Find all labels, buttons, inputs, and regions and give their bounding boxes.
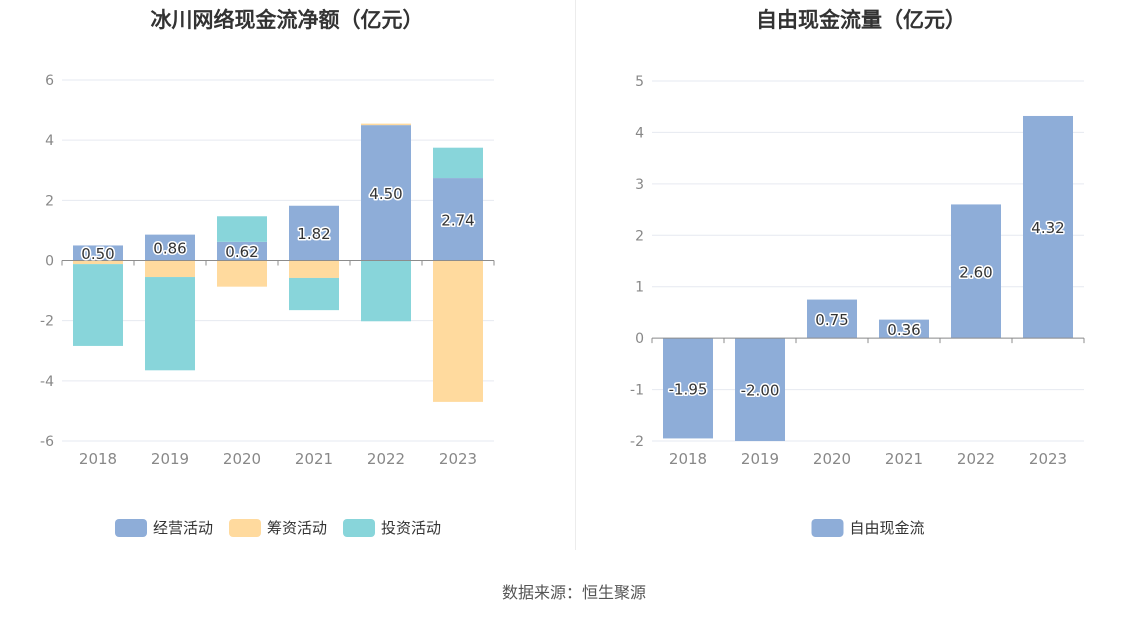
data-label: 2.74 (441, 211, 474, 229)
free-cash-flow-chart: 自由现金流量（亿元） -2 -1 0 1 2 3 4 5 2018 2019 2020 2021 202… (574, 0, 1148, 560)
data-label: 4.32 (1031, 219, 1064, 237)
data-label: 0.75 (815, 311, 848, 329)
x-tick-label: 2022 (957, 450, 995, 468)
x-tick-label: 2023 (439, 450, 477, 468)
y-tick-label: -4 (40, 374, 54, 390)
bar-经营活动-2018 (73, 245, 123, 261)
y-tick-label: -6 (40, 434, 54, 450)
y-tick-label: 1 (635, 280, 644, 296)
x-tick-label: 2020 (813, 450, 851, 468)
bar-筹资活动-2020 (217, 260, 267, 287)
y-tick-label: -1 (630, 383, 644, 399)
free-cash-flow-svg: -2 -1 0 1 2 3 4 5 2018 2019 2020 2021 2022 2023 -1.95 -… (630, 74, 1085, 537)
data-source-note: 数据来源：恒生聚源 (501, 583, 646, 602)
y-tick-label: 2 (635, 228, 644, 244)
legend-swatch (229, 519, 261, 537)
y-tick-label: 0 (635, 331, 644, 347)
data-label: 0.62 (225, 243, 258, 261)
x-tick-label: 2021 (885, 450, 923, 468)
legend-label: 投资活动 (381, 519, 441, 537)
panel-divider (575, 0, 576, 550)
cash-flow-net-svg: -6 -4 -2 0 2 4 6 2018 2019 2020 2021 2022 2023 0.50 0.… (40, 73, 495, 537)
y-tick-label: 2 (45, 193, 54, 209)
y-tick-label: -2 (630, 434, 644, 450)
y-tick-label: 6 (45, 73, 54, 89)
bar-自由现金流-2018 (663, 338, 713, 439)
legend-item[interactable]: 经营活动 (115, 519, 213, 537)
legend-swatch (343, 519, 375, 537)
data-label: 0.36 (887, 321, 920, 339)
chart-title: 冰川网络现金流净额（亿元） (150, 8, 424, 32)
x-tick-label: 2022 (367, 450, 405, 468)
bar-经营活动-2019 (145, 234, 195, 261)
bar-自由现金流-2020 (807, 299, 857, 339)
bar-筹资活动-2022 (361, 123, 411, 126)
bar-筹资活动-2021 (289, 260, 339, 278)
data-label: 2.60 (959, 263, 992, 281)
y-tick-label: -2 (40, 314, 54, 330)
y-tick-label: 4 (45, 133, 54, 149)
bar-筹资活动-2018 (73, 260, 123, 265)
legend-label: 筹资活动 (267, 519, 327, 537)
legend-swatch (811, 519, 844, 537)
bar-经营活动-2022 (361, 125, 411, 261)
data-label: 4.50 (369, 185, 402, 203)
x-tick-label: 2019 (741, 450, 779, 468)
x-tick-label: 2021 (295, 450, 333, 468)
x-tick-label: 2020 (223, 450, 261, 468)
y-tick-label: 0 (45, 254, 54, 270)
legend-swatch (115, 519, 147, 537)
y-tick-label: 5 (635, 74, 644, 90)
bar-筹资活动-2019 (145, 260, 195, 278)
data-label: 1.82 (297, 225, 330, 243)
bar-投资活动-2019 (145, 277, 195, 371)
legend-item[interactable]: 筹资活动 (229, 519, 327, 537)
x-tick-label: 2019 (151, 450, 189, 468)
data-label: 0.86 (153, 240, 186, 258)
legend-label: 经营活动 (153, 519, 213, 537)
y-tick-label: 3 (635, 177, 644, 193)
bar-经营活动-2023 (433, 178, 483, 261)
x-tick-label: 2023 (1029, 450, 1067, 468)
bar-投资活动-2021 (289, 277, 339, 311)
data-label: -1.95 (669, 380, 708, 398)
bar-投资活动-2020 (217, 216, 267, 242)
legend-label: 自由现金流 (850, 519, 925, 537)
bar-投资活动-2022 (361, 260, 411, 322)
cash-flow-net-chart: 冰川网络现金流净额（亿元） -6 -4 -2 0 2 4 6 2018 2019 2020 2021… (0, 0, 574, 560)
data-label: -2.00 (741, 382, 780, 400)
x-tick-label: 2018 (669, 450, 707, 468)
y-tick-label: 4 (635, 125, 644, 141)
bar-经营活动-2021 (289, 205, 339, 261)
bar-投资活动-2018 (73, 264, 123, 346)
bar-自由现金流-2021 (879, 319, 929, 339)
bar-筹资活动-2023 (433, 260, 483, 402)
x-tick-label: 2018 (79, 450, 117, 468)
legend-item[interactable]: 投资活动 (343, 519, 441, 537)
bar-经营活动-2020 (217, 241, 267, 261)
data-label: 0.50 (81, 245, 114, 263)
legend-item[interactable]: 自由现金流 (811, 519, 925, 537)
bar-投资活动-2023 (433, 147, 483, 179)
bar-自由现金流-2019 (735, 338, 785, 441)
bar-自由现金流-2023 (1023, 115, 1073, 339)
chart-title: 自由现金流量（亿元） (756, 8, 966, 32)
bar-自由现金流-2022 (951, 204, 1001, 339)
